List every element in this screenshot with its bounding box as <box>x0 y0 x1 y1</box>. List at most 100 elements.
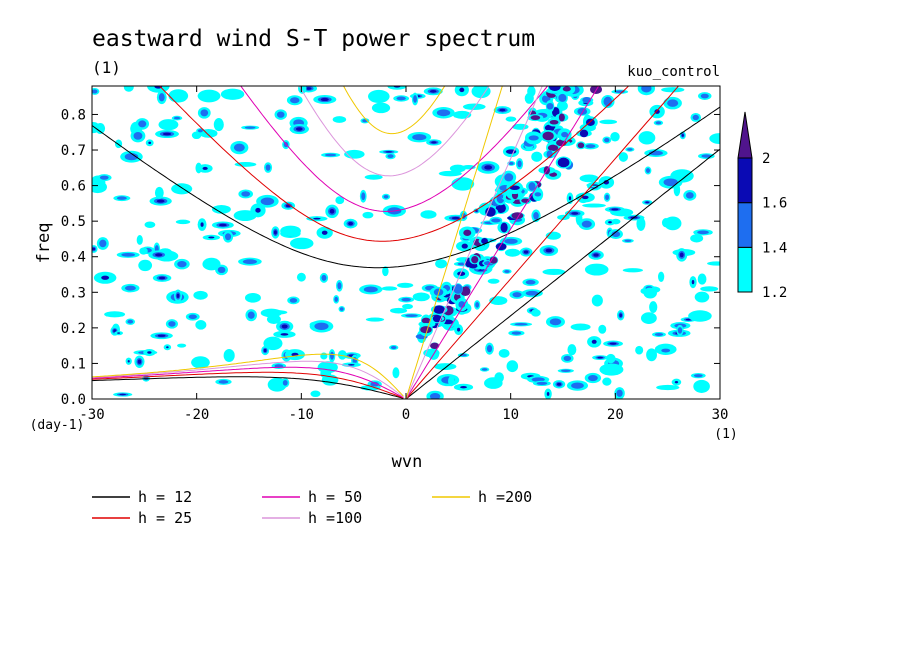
spectrum-blob <box>121 252 136 257</box>
spectrum-blob <box>577 142 585 149</box>
spectrum-blob <box>273 230 277 235</box>
x-tick-label: 20 <box>607 407 624 423</box>
dispersion-curve <box>158 86 630 242</box>
spectrum-blob <box>220 88 245 100</box>
spectrum-blob <box>587 14 595 24</box>
spectrum-blob <box>260 308 282 318</box>
spectrum-blob <box>602 377 612 386</box>
spectrum-blob <box>282 380 288 386</box>
spectrum-blob <box>685 192 694 199</box>
spectrum-blob <box>124 285 136 291</box>
spectrum-blob <box>489 256 498 264</box>
spectrum-blob <box>92 89 98 94</box>
spectrum-blob <box>655 121 662 125</box>
spectrum-blob <box>616 389 623 397</box>
spectrum-blob <box>155 253 163 257</box>
spectrum-blob <box>576 0 586 5</box>
spectrum-blob <box>514 323 528 326</box>
spectrum-blob <box>601 7 609 12</box>
spectrum-blob <box>486 345 493 353</box>
spectrum-blob <box>709 133 720 144</box>
legend-label: h = 25 <box>138 509 192 527</box>
spectrum-blob <box>605 194 610 201</box>
spectrum-blob <box>587 17 596 24</box>
spectrum-blob <box>484 165 493 170</box>
spectrum-blob <box>335 196 345 205</box>
spectrum-blob <box>244 126 256 129</box>
spectrum-blob <box>508 161 514 165</box>
spectrum-blob <box>485 207 496 217</box>
spectrum-blob <box>574 74 580 81</box>
spectrum-blob <box>429 89 437 93</box>
spectrum-blob <box>162 132 172 136</box>
y-tick-label: 0.8 <box>61 107 86 123</box>
spectrum-blob <box>610 49 621 54</box>
spectrum-blob <box>523 250 529 254</box>
spectrum-blob <box>244 292 261 303</box>
spectrum-blob <box>603 180 610 185</box>
spectrum-blob <box>549 86 561 91</box>
spectrum-blob <box>173 116 181 120</box>
spectrum-blob <box>525 290 539 296</box>
x-axis-label: wvn <box>392 452 423 472</box>
spectrum-blob <box>390 345 397 350</box>
spectrum-blob <box>602 7 618 19</box>
spectrum-blob <box>557 214 570 220</box>
spectrum-blob <box>363 286 378 293</box>
spectrum-blob <box>587 6 598 15</box>
spectrum-blob <box>484 377 503 389</box>
spectrum-blob <box>534 192 542 197</box>
spectrum-blob <box>387 86 407 90</box>
spectrum-blob <box>511 331 522 335</box>
spectrum-blob <box>348 221 353 226</box>
spectrum-blob <box>542 268 566 275</box>
spectrum-blob <box>390 307 408 314</box>
spectrum-blob <box>321 230 328 235</box>
spectrum-blob <box>608 71 614 78</box>
spectrum-blob <box>707 261 720 266</box>
spectrum-blob <box>531 151 543 162</box>
spectrum-blob <box>556 69 566 78</box>
dispersion-curve <box>405 86 600 399</box>
spectrum-blob <box>512 292 522 298</box>
colorbar: 1.2 1.4 1.6 2 <box>737 111 787 301</box>
spectrum-blob <box>392 367 400 379</box>
spectrum-blob <box>208 236 215 239</box>
spectrum-blob <box>281 324 288 329</box>
spectrum-blob <box>421 317 431 324</box>
spectrum-blob <box>646 348 657 362</box>
spectrum-blob <box>599 119 618 125</box>
spectrum-blob <box>156 199 165 203</box>
spectrum-blob <box>127 359 130 363</box>
spectrum-blob <box>452 110 472 119</box>
spectrum-blob <box>546 150 553 159</box>
spectrum-blob <box>591 339 597 344</box>
spectrum-blob <box>116 196 127 200</box>
y-tick-label: 0.0 <box>61 392 86 408</box>
spectrum-blob <box>176 293 180 299</box>
spectrum-blob <box>429 393 441 399</box>
dispersion-curve <box>92 106 720 269</box>
dispersion-curves <box>92 86 720 399</box>
spectrum-blob <box>545 248 553 253</box>
spectrum-blob <box>667 99 679 107</box>
spectrum-blob <box>412 134 427 141</box>
spectrum-blob <box>298 86 307 94</box>
spectrum-blob <box>487 278 500 284</box>
spectrum-blob <box>498 349 510 358</box>
spectrum-blob <box>577 0 587 4</box>
spectrum-blob <box>590 0 604 7</box>
spectrum-blob <box>599 363 624 376</box>
spectrum-blob <box>320 97 329 102</box>
spectrum-blob <box>433 305 445 314</box>
spectrum-blob <box>568 196 572 201</box>
spectrum-blob <box>361 192 366 201</box>
spectrum-blob <box>448 375 455 387</box>
legend-label: h = 12 <box>138 488 192 506</box>
spectrum-blob <box>693 374 703 378</box>
x-tick-label: 30 <box>712 407 729 423</box>
spectrum-blob <box>567 344 577 356</box>
spectrum-blob <box>557 71 567 75</box>
spectrum-blob <box>431 141 437 144</box>
